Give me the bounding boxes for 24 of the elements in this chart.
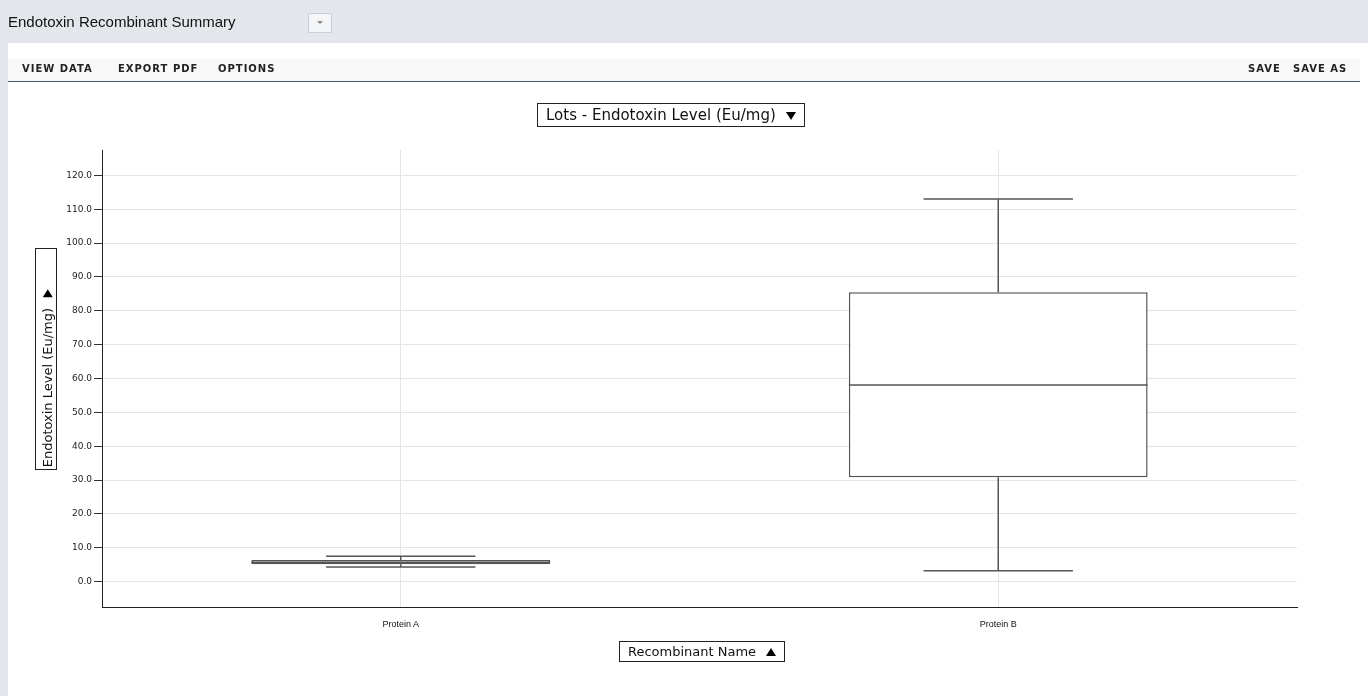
chart-subtitle: Lots - Endotoxin Level (Eu/mg) xyxy=(546,106,776,124)
y-tick-label: 30.0 xyxy=(71,474,93,485)
y-axis-title: Endotoxin Level (Eu/mg) xyxy=(39,307,55,468)
y-tick-label: 50.0 xyxy=(71,406,93,417)
text: EXPORT PDF xyxy=(118,63,199,74)
x-tick-label: Protein B xyxy=(979,618,1017,629)
y-tick-label: 80.0 xyxy=(71,305,93,316)
y-tick-label: 90.0 xyxy=(71,271,93,282)
text: SAVE xyxy=(1248,63,1281,74)
y-tick-label: 60.0 xyxy=(71,372,93,383)
y-tick-label: 120.0 xyxy=(66,169,93,180)
x-tick-label: Protein A xyxy=(382,618,420,629)
y-tick-label: 40.0 xyxy=(71,440,93,451)
text: SAVE AS xyxy=(1293,63,1348,74)
y-tick-label: 70.0 xyxy=(71,338,93,349)
y-tick-label: 10.0 xyxy=(71,542,93,553)
y-tick-label: 110.0 xyxy=(66,203,93,214)
y-tick-label: 100.0 xyxy=(66,237,93,248)
y-tick-label: 0.0 xyxy=(77,575,93,586)
y-tick-label: 20.0 xyxy=(71,508,93,519)
text: VIEW DATA xyxy=(22,63,93,74)
chart-title: Endotoxin Recombinant Summary xyxy=(8,13,236,30)
text: OPTIONS xyxy=(218,63,276,74)
x-axis-title: Recombinant Name xyxy=(628,644,757,659)
